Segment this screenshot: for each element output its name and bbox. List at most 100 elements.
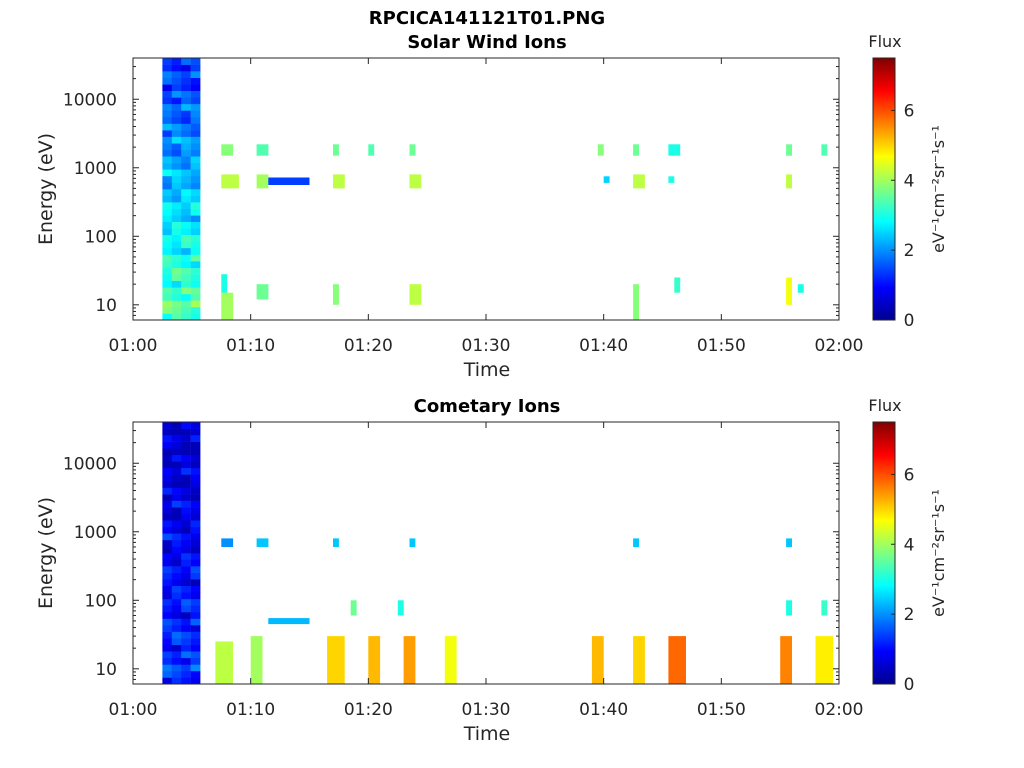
heatmap-cell [190,110,201,118]
heatmap-cell [181,274,191,281]
heatmap-cell [181,546,191,554]
heatmap-cell [181,625,191,632]
heatmap-cell [190,428,201,436]
heatmap-cell [181,90,191,98]
y-tick-label: 10000 [63,454,117,474]
heatmap-cell [190,77,201,85]
heatmap-cell [171,657,182,665]
heatmap-cell [171,162,182,170]
heatmap-cell [181,215,191,222]
heatmap-cell [171,254,182,262]
heatmap-cell [181,605,191,613]
heatmap-cell [190,598,201,606]
heatmap-cell [162,306,173,314]
x-tick-label: 01:20 [344,700,393,720]
heatmap-cell [181,454,191,462]
heatmap-cell [171,631,182,639]
x-axis: 01:00 01:10 01:20 01:30 01:40 01:50 02:00 [109,58,864,356]
heatmap-cell [162,162,173,170]
heatmap-cell [190,97,201,105]
heatmap-cell [162,553,173,560]
heatmap-cell [181,657,191,665]
heatmap-cell [190,513,201,521]
heatmap-cell [190,644,201,652]
heatmap-cell [190,267,201,275]
heatmap-cell [181,664,191,672]
heatmap-cell [171,644,182,652]
heatmap-cell [181,677,191,685]
heatmap-cell [190,136,201,144]
heatmap-cell [162,513,173,521]
heatmap-cell [215,641,233,684]
heatmap-cell [333,538,339,547]
heatmap-cell [162,467,173,475]
heatmap-cell [181,618,191,626]
heatmap-cell [190,625,201,632]
heatmap-cell [190,293,201,301]
heatmap-cell [171,136,182,144]
heatmap-cell [181,300,191,308]
heatmap-cell [181,195,191,203]
heatmap-cell [181,533,191,541]
heatmap-cell [256,538,269,547]
heatmap-cell [668,144,681,156]
heatmap-cell [181,123,191,131]
plot-area [133,58,839,320]
heatmap-cell [181,474,191,482]
heatmap-cell [181,638,191,645]
heatmap-cell [162,500,173,508]
colorbar-gradient [872,57,896,321]
heatmap-cell [190,71,201,78]
heatmap-cell [181,306,191,314]
heatmap-cell [171,58,182,65]
colorbar-tick-label: 0 [904,311,915,331]
y-axis-label: Energy (eV) [35,133,57,245]
x-tick-label: 01:30 [462,700,511,720]
heatmap-cell [821,600,828,616]
heatmap-cell [181,162,191,170]
heatmap-cell [162,300,173,308]
heatmap-cell [190,441,201,449]
heatmap-cell [171,267,182,275]
heatmap-cell [633,538,639,547]
heatmap-cell [190,241,201,249]
heatmap-cell [162,526,173,534]
heatmap-cell [171,189,182,196]
heatmap-cell [190,592,201,600]
heatmap-cell [181,448,191,455]
x-tick-label: 01:10 [226,336,275,356]
heatmap-cell [190,90,201,98]
heatmap-cell [786,277,792,305]
heatmap-cell [171,592,182,600]
heatmap-cell [171,241,182,249]
heatmap-cell [190,202,201,209]
heatmap-cell [256,174,269,189]
heatmap-cell [190,422,201,429]
heatmap-cell [162,481,173,488]
y-tick-label: 1000 [74,159,117,179]
heatmap-cell [181,77,191,85]
colorbar-units: eV⁻¹cm⁻²sr⁻¹s⁻¹ [929,125,948,253]
x-axis-label: Time [463,359,511,381]
panel-solar-wind-ions: Solar Wind Ions 01:00 01:10 01:20 01:30 01:4… [35,32,948,381]
heatmap-cell [171,461,182,469]
heatmap-cell [633,174,645,189]
heatmap-cell [190,175,201,183]
heatmap-cell [181,208,191,216]
heatmap-cell [181,441,191,449]
heatmap-cell [181,481,191,488]
heatmap-cell [181,553,191,560]
heatmap-cell [181,110,191,118]
heatmap-cell [162,97,173,105]
heatmap-cell [171,97,182,105]
heatmap-cell [162,572,173,580]
heatmap-cell [181,313,191,321]
heatmap-cell [181,487,191,495]
heatmap-cell [162,64,173,72]
heatmap-cell [162,287,173,295]
heatmap-cell [162,90,173,98]
heatmap-cell [171,481,182,488]
heatmap-cell [162,592,173,600]
heatmap-cell [181,156,191,164]
